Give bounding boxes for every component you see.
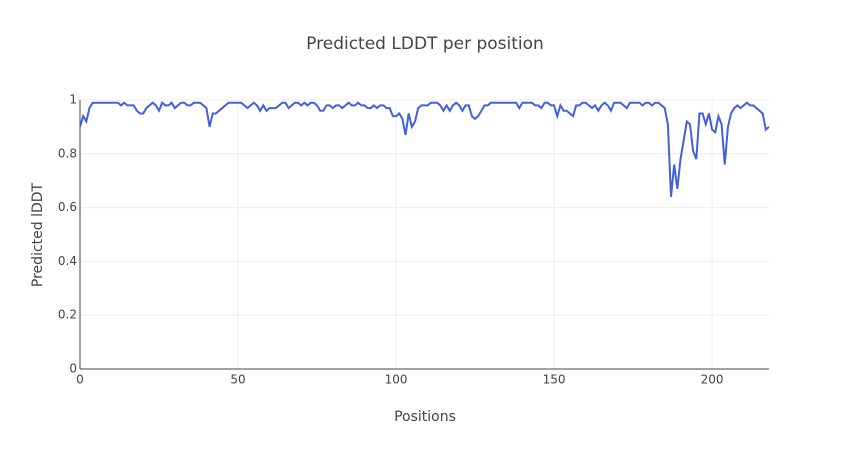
y-tick-label: 0.8	[58, 146, 77, 160]
data-line	[79, 101, 770, 197]
x-tick-label: 150	[543, 373, 566, 387]
chart-title: Predicted LDDT per position	[306, 34, 544, 54]
y-tick-label: 0	[69, 362, 77, 376]
x-tick-label: 100	[385, 373, 408, 387]
y-tick-label: 1	[69, 93, 77, 107]
y-axis-title: Predicted lDDT	[30, 182, 46, 287]
x-tick-label: 0	[76, 373, 84, 387]
y-tick-label: 0.4	[58, 254, 77, 268]
x-tick-label: 50	[230, 373, 245, 387]
x-tick-label: 200	[701, 373, 724, 387]
x-axis-title: Positions	[394, 409, 456, 425]
y-tick-label: 0.2	[58, 308, 77, 322]
y-tick-label: 0.6	[58, 200, 77, 214]
